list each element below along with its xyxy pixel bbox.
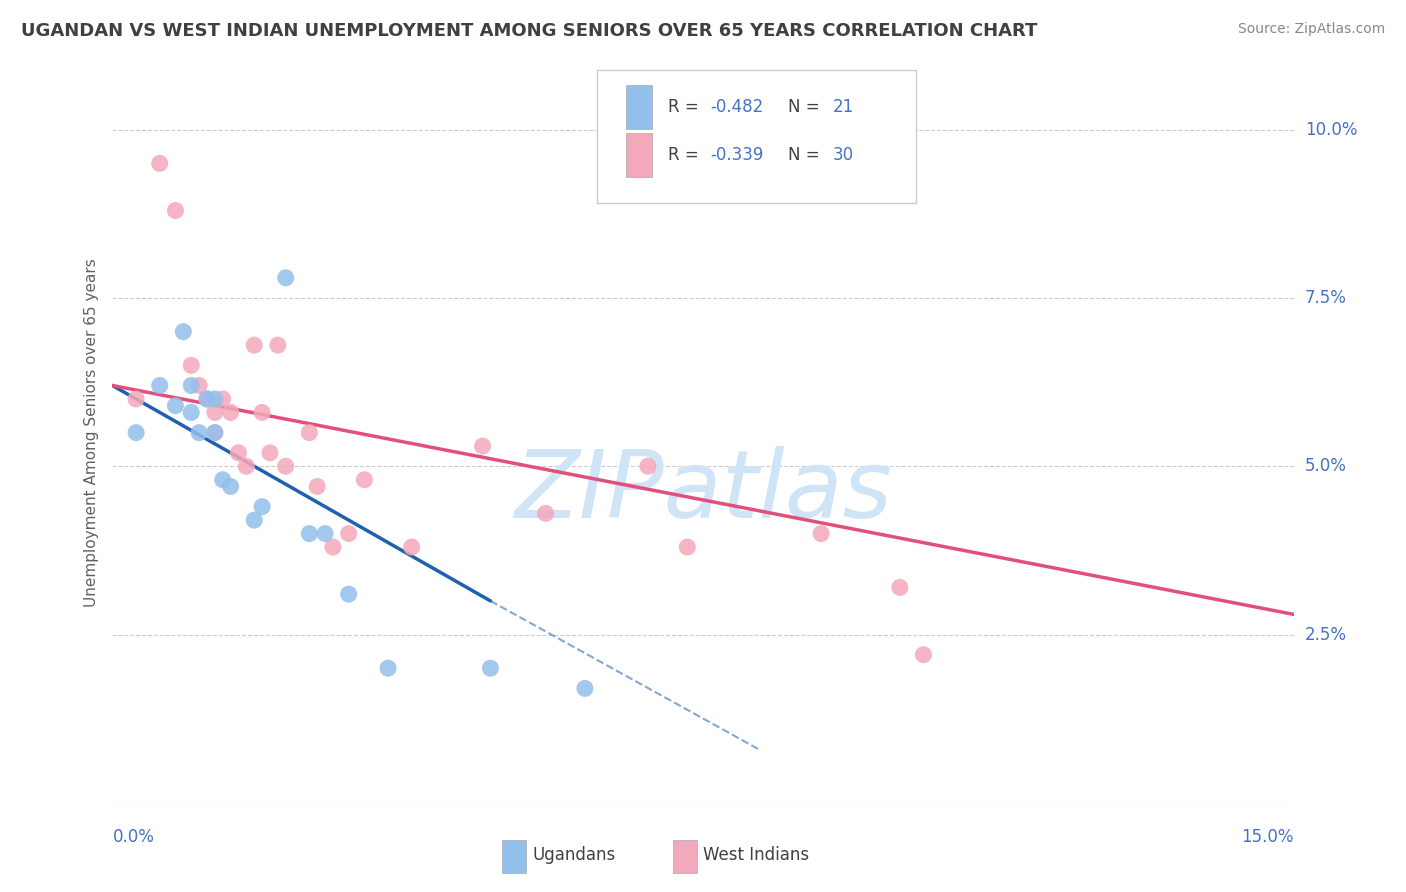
Text: 0.0%: 0.0% <box>112 828 155 846</box>
Point <box>204 425 226 440</box>
Text: 10.0%: 10.0% <box>1305 120 1357 139</box>
Point <box>211 473 233 487</box>
Y-axis label: Unemployment Among Seniors over 65 years: Unemployment Among Seniors over 65 years <box>83 259 98 607</box>
Point <box>243 338 266 352</box>
Point <box>337 526 360 541</box>
Text: 5.0%: 5.0% <box>1305 458 1347 475</box>
Point <box>211 392 233 406</box>
Point <box>889 581 911 595</box>
Point <box>298 526 321 541</box>
Point <box>912 648 935 662</box>
Text: 15.0%: 15.0% <box>1241 828 1294 846</box>
Point <box>250 405 273 419</box>
Text: Source: ZipAtlas.com: Source: ZipAtlas.com <box>1237 22 1385 37</box>
FancyBboxPatch shape <box>596 70 915 203</box>
FancyBboxPatch shape <box>626 133 652 178</box>
Point <box>149 156 172 170</box>
Point <box>267 338 290 352</box>
Point <box>337 587 360 601</box>
Point <box>125 392 148 406</box>
Point <box>219 479 242 493</box>
Point <box>637 459 659 474</box>
Text: -0.339: -0.339 <box>710 146 763 164</box>
Text: Ugandans: Ugandans <box>533 846 616 863</box>
Point <box>235 459 257 474</box>
Text: West Indians: West Indians <box>703 846 808 863</box>
Point <box>401 540 423 554</box>
Point <box>676 540 699 554</box>
Point <box>479 661 502 675</box>
Point <box>243 513 266 527</box>
Point <box>274 270 297 285</box>
Text: R =: R = <box>668 98 703 116</box>
Point <box>188 425 211 440</box>
Point <box>810 526 832 541</box>
Point <box>219 405 242 419</box>
Text: UGANDAN VS WEST INDIAN UNEMPLOYMENT AMONG SENIORS OVER 65 YEARS CORRELATION CHAR: UGANDAN VS WEST INDIAN UNEMPLOYMENT AMON… <box>21 22 1038 40</box>
Point <box>172 325 194 339</box>
Text: N =: N = <box>787 98 825 116</box>
Point <box>250 500 273 514</box>
Point <box>165 203 187 218</box>
Point <box>195 392 218 406</box>
Point <box>574 681 596 696</box>
Text: 2.5%: 2.5% <box>1305 625 1347 643</box>
Point <box>204 405 226 419</box>
Text: 30: 30 <box>832 146 853 164</box>
Point <box>125 425 148 440</box>
Point <box>195 392 218 406</box>
FancyBboxPatch shape <box>673 840 697 873</box>
Point <box>377 661 399 675</box>
Point <box>149 378 172 392</box>
Point <box>165 399 187 413</box>
Point <box>180 378 202 392</box>
Point <box>188 378 211 392</box>
Point <box>298 425 321 440</box>
Point <box>259 446 281 460</box>
Point <box>228 446 250 460</box>
Text: 7.5%: 7.5% <box>1305 289 1347 307</box>
Text: -0.482: -0.482 <box>710 98 763 116</box>
Text: R =: R = <box>668 146 703 164</box>
Point <box>204 392 226 406</box>
Point <box>471 439 494 453</box>
Text: ZIPatlas: ZIPatlas <box>515 446 891 537</box>
Point <box>322 540 344 554</box>
FancyBboxPatch shape <box>502 840 526 873</box>
Point <box>534 507 557 521</box>
Point <box>307 479 329 493</box>
Point <box>353 473 375 487</box>
Point <box>314 526 336 541</box>
Point <box>180 359 202 373</box>
Point <box>204 425 226 440</box>
Text: 21: 21 <box>832 98 855 116</box>
FancyBboxPatch shape <box>626 85 652 129</box>
Point <box>274 459 297 474</box>
Point <box>180 405 202 419</box>
Text: N =: N = <box>787 146 825 164</box>
